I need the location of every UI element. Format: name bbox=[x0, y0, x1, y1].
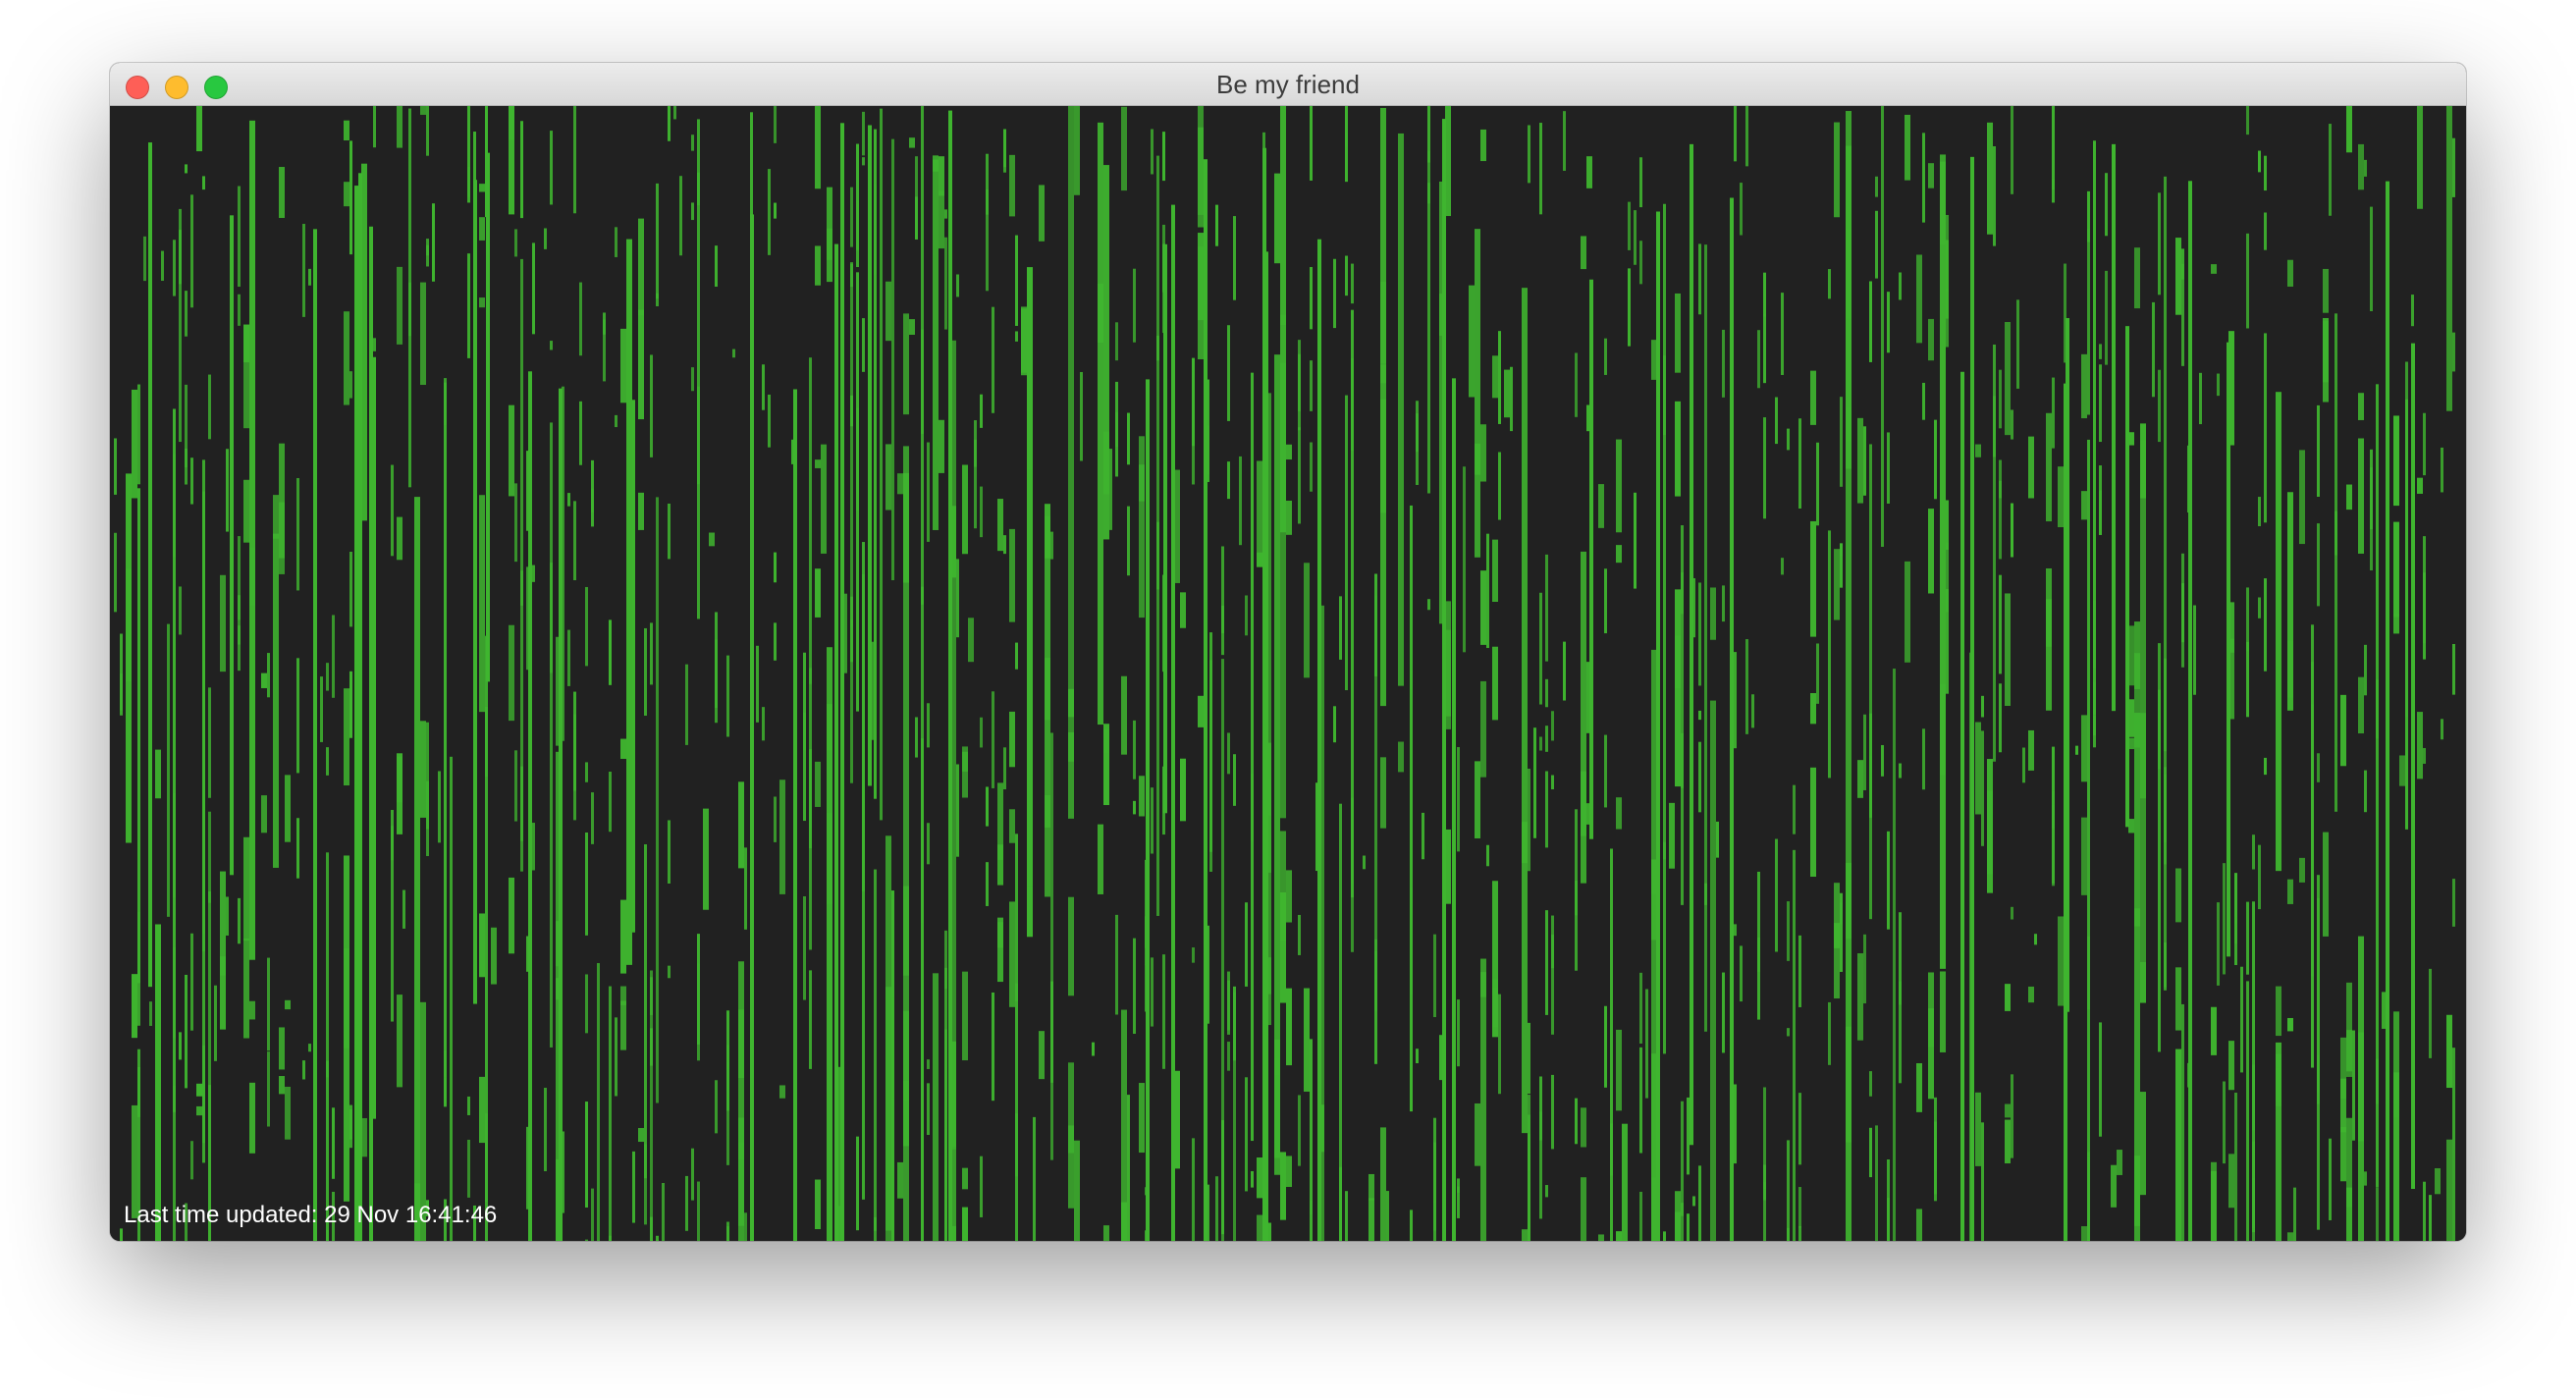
app-window: Be my friend Last time updated: 29 Nov 1… bbox=[110, 63, 2466, 1241]
close-window-button[interactable] bbox=[126, 76, 149, 99]
minimize-window-button[interactable] bbox=[165, 76, 188, 99]
title-bar[interactable]: Be my friend bbox=[110, 63, 2466, 106]
zoom-window-button[interactable] bbox=[204, 76, 228, 99]
last-updated-status: Last time updated: 29 Nov 16:41:46 bbox=[124, 1202, 497, 1229]
last-updated-label: Last time updated: bbox=[124, 1202, 318, 1228]
matrix-rain-visual bbox=[114, 106, 2455, 1241]
matrix-canvas-area: Last time updated: 29 Nov 16:41:46 bbox=[110, 106, 2466, 1241]
window-title: Be my friend bbox=[1216, 70, 1360, 99]
last-updated-value: 29 Nov 16:41:46 bbox=[324, 1202, 498, 1228]
